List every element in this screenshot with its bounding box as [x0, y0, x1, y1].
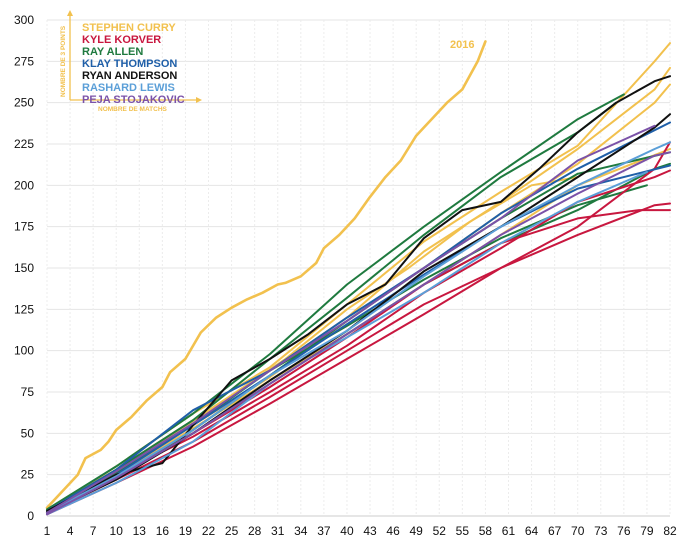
legend-entry-rashard-lewis: RASHARD LEWIS	[82, 82, 175, 94]
x-tick-label: 46	[386, 524, 400, 538]
series-line-peja-stojakovic	[46, 124, 656, 514]
y-tick-label: 75	[21, 385, 35, 399]
x-tick-label: 64	[525, 524, 539, 538]
series-line-peja-stojakovic	[46, 151, 671, 516]
legend-entry-kyle-korver: KYLE KORVER	[82, 34, 161, 46]
x-tick-label: 37	[317, 524, 331, 538]
y-tick-label: 150	[14, 261, 34, 275]
x-tick-label: 22	[202, 524, 216, 538]
x-tick-label: 19	[179, 524, 193, 538]
y-tick-label: 225	[14, 137, 34, 151]
x-tick-label: 1	[44, 524, 51, 538]
y-tick-label: 100	[14, 344, 34, 358]
x-tick-label: 43	[363, 524, 377, 538]
y-tick-label: 200	[14, 178, 34, 192]
series-line-kyle-korver	[46, 202, 671, 514]
x-tick-label: 79	[640, 524, 654, 538]
x-tick-label: 7	[90, 524, 97, 538]
y-tick-label: 0	[27, 509, 34, 523]
series-line-ryan-anderson	[46, 75, 671, 512]
legend-entry-klay-thompson: KLAY THOMPSON	[82, 58, 177, 70]
x-tick-label: 76	[617, 524, 631, 538]
x-tick-label: 70	[571, 524, 585, 538]
series-line-rashard-lewis	[46, 171, 648, 516]
x-axis-label: NOMBRE DE MATCHS	[98, 106, 168, 113]
x-tick-label: 13	[133, 524, 147, 538]
y-tick-label: 175	[14, 220, 34, 234]
x-tick-label: 58	[479, 524, 493, 538]
series-lines	[45, 40, 671, 516]
y-tick-label: 300	[14, 13, 34, 27]
axes: 0 25 50 75 100 125 150 175 200 225 250 275 300 1 4 7 10 1…	[14, 13, 677, 538]
legend-mini-x-arrow	[196, 97, 202, 103]
y-tick-label: 25	[21, 468, 35, 482]
x-tick-label: 49	[410, 524, 424, 538]
x-tick-label: 4	[67, 524, 74, 538]
x-tick-label: 61	[502, 524, 516, 538]
x-tick-label: 73	[594, 524, 608, 538]
x-tick-label: 25	[225, 524, 239, 538]
y-tick-label: 275	[14, 54, 34, 68]
series-line-klay-thompson	[46, 164, 671, 514]
legend-entry-stephen-curry: STEPHEN CURRY	[82, 22, 176, 34]
x-tick-label: 40	[340, 524, 354, 538]
x-tick-label: 55	[456, 524, 470, 538]
series-line-ray-allen	[46, 101, 618, 512]
y-tick-label: 250	[14, 96, 34, 110]
series-line-stephen-curry-2016	[45, 40, 487, 509]
x-tick-label: 31	[271, 524, 285, 538]
y-tick-label: 125	[14, 302, 34, 316]
x-tick-label: 10	[110, 524, 124, 538]
legend-entry-ryan-anderson: RYAN ANDERSON	[82, 70, 177, 82]
legend: NOMBRE DE 3 POINTS NOMBRE DE MATCHS STEP…	[60, 10, 202, 113]
y-tick-label: 50	[21, 426, 35, 440]
legend-entry-peja-stojakovic: PEJA STOJAKOVIC	[82, 94, 185, 106]
x-tick-label: 34	[294, 524, 308, 538]
series-line-klay-thompson	[46, 121, 671, 512]
series-line-rashard-lewis	[46, 141, 671, 514]
legend-entry-ray-allen: RAY ALLEN	[82, 46, 143, 58]
legend-mini-y-arrow	[67, 10, 73, 16]
annotation-2016: 2016	[450, 39, 474, 51]
x-tick-label: 52	[433, 524, 447, 538]
x-tick-label: 67	[548, 524, 562, 538]
x-tick-label: 82	[663, 524, 677, 538]
x-tick-label: 28	[248, 524, 262, 538]
y-axis-label: NOMBRE DE 3 POINTS	[60, 25, 67, 97]
x-tick-label: 16	[156, 524, 170, 538]
